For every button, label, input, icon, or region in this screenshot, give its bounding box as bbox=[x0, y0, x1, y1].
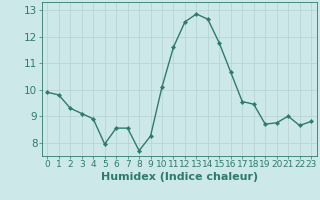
X-axis label: Humidex (Indice chaleur): Humidex (Indice chaleur) bbox=[100, 172, 258, 182]
